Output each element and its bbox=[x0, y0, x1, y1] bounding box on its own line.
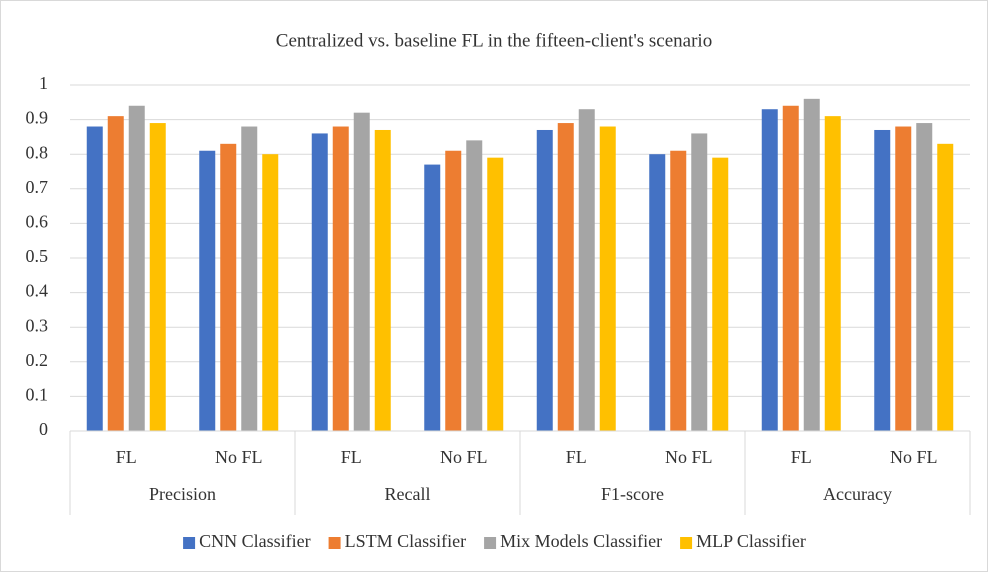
bar bbox=[149, 123, 166, 431]
bar bbox=[332, 126, 349, 432]
bar bbox=[353, 112, 370, 432]
bar bbox=[107, 116, 124, 431]
x-tick-label: No FL bbox=[440, 447, 488, 467]
bar bbox=[424, 164, 441, 431]
y-tick-label: 0.7 bbox=[26, 177, 49, 197]
group-label: Accuracy bbox=[823, 484, 892, 504]
bar bbox=[937, 143, 954, 431]
bar bbox=[86, 126, 103, 432]
bar bbox=[536, 129, 553, 432]
bar bbox=[803, 98, 820, 431]
x-tick-label: No FL bbox=[215, 447, 263, 467]
bar bbox=[712, 157, 729, 431]
x-tick-label: FL bbox=[791, 447, 812, 467]
bar bbox=[824, 116, 841, 431]
bar bbox=[557, 123, 574, 431]
x-tick-label: FL bbox=[566, 447, 587, 467]
bar bbox=[670, 150, 687, 432]
bar bbox=[649, 154, 666, 431]
bar bbox=[916, 123, 933, 431]
bar bbox=[466, 140, 483, 432]
y-tick-label: 0.6 bbox=[26, 212, 49, 232]
x-tick-label: FL bbox=[341, 447, 362, 467]
x-tick-label: FL bbox=[116, 447, 137, 467]
y-tick-label: 0.2 bbox=[26, 350, 49, 370]
y-tick-label: 0.9 bbox=[26, 108, 49, 128]
legend-swatch bbox=[183, 537, 196, 549]
y-tick-label: 0.8 bbox=[26, 142, 49, 162]
bar bbox=[761, 109, 778, 431]
legend-label: Mix Models Classifier bbox=[500, 531, 662, 551]
bar bbox=[487, 157, 504, 431]
bar bbox=[220, 143, 237, 431]
legend-label: LSTM Classifier bbox=[345, 531, 467, 551]
group-label: Precision bbox=[149, 484, 216, 504]
bar bbox=[578, 109, 595, 431]
y-tick-label: 0.1 bbox=[26, 385, 49, 405]
bar bbox=[895, 126, 912, 432]
bar bbox=[874, 129, 891, 432]
bar bbox=[445, 150, 462, 432]
bar bbox=[374, 129, 391, 432]
legend-swatch bbox=[328, 537, 341, 549]
y-tick-label: 0 bbox=[39, 419, 48, 439]
y-tick-label: 1 bbox=[39, 73, 48, 93]
bar bbox=[199, 150, 216, 432]
chart-title: Centralized vs. baseline FL in the fifte… bbox=[276, 30, 712, 51]
group-label: F1-score bbox=[601, 484, 664, 504]
x-tick-label: No FL bbox=[890, 447, 938, 467]
y-tick-label: 0.4 bbox=[26, 281, 49, 301]
bar bbox=[599, 126, 616, 432]
legend-label: CNN Classifier bbox=[199, 531, 311, 551]
bar bbox=[691, 133, 708, 431]
legend-swatch bbox=[680, 537, 693, 549]
y-tick-label: 0.3 bbox=[26, 315, 49, 335]
bar bbox=[128, 105, 145, 431]
bar bbox=[262, 154, 279, 431]
bar bbox=[241, 126, 258, 432]
y-tick-label: 0.5 bbox=[26, 246, 49, 266]
x-tick-label: No FL bbox=[665, 447, 713, 467]
legend-swatch bbox=[484, 537, 497, 549]
legend-label: MLP Classifier bbox=[696, 531, 806, 551]
bar bbox=[311, 133, 328, 431]
group-label: Recall bbox=[385, 484, 431, 504]
bar bbox=[782, 105, 799, 431]
